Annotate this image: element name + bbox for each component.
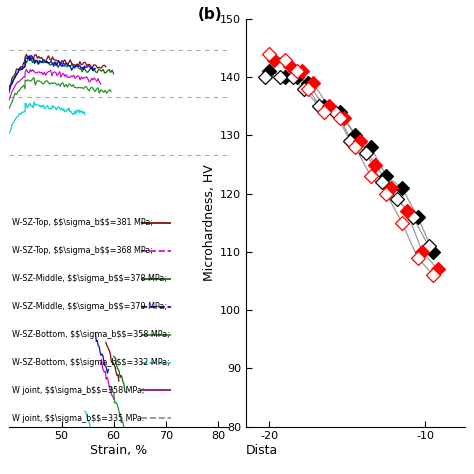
Text: W-SZ-Middle, $\$\sigma_b$$=378 MPa;: W-SZ-Middle, $\$\sigma_b$$=378 MPa; bbox=[12, 274, 166, 283]
Text: W joint, $\$\sigma_b$$=335 MPa.: W joint, $\$\sigma_b$$=335 MPa. bbox=[12, 414, 144, 423]
Text: (b): (b) bbox=[198, 7, 222, 22]
X-axis label: Strain, %: Strain, % bbox=[91, 444, 147, 457]
Y-axis label: Microhardness, HV: Microhardness, HV bbox=[202, 164, 216, 281]
Text: W-SZ-Top, $\$\sigma_b$$=381 MPa;: W-SZ-Top, $\$\sigma_b$$=381 MPa; bbox=[12, 219, 153, 227]
Text: W-SZ-Middle, $\$\sigma_b$$=379 MPa;: W-SZ-Middle, $\$\sigma_b$$=379 MPa; bbox=[12, 302, 167, 311]
Text: W joint, $\$\sigma_b$$=358 MPa;: W joint, $\$\sigma_b$$=358 MPa; bbox=[12, 386, 144, 395]
Text: W-SZ-Top, $\$\sigma_b$$=368 MPa;: W-SZ-Top, $\$\sigma_b$$=368 MPa; bbox=[12, 246, 153, 255]
X-axis label: Dista: Dista bbox=[246, 444, 278, 457]
Text: W-SZ-Bottom, $\$\sigma_b$$=332 MPa;: W-SZ-Bottom, $\$\sigma_b$$=332 MPa; bbox=[12, 358, 169, 367]
Text: W-SZ-Bottom, $\$\sigma_b$$=358 MPa;: W-SZ-Bottom, $\$\sigma_b$$=358 MPa; bbox=[12, 330, 169, 339]
